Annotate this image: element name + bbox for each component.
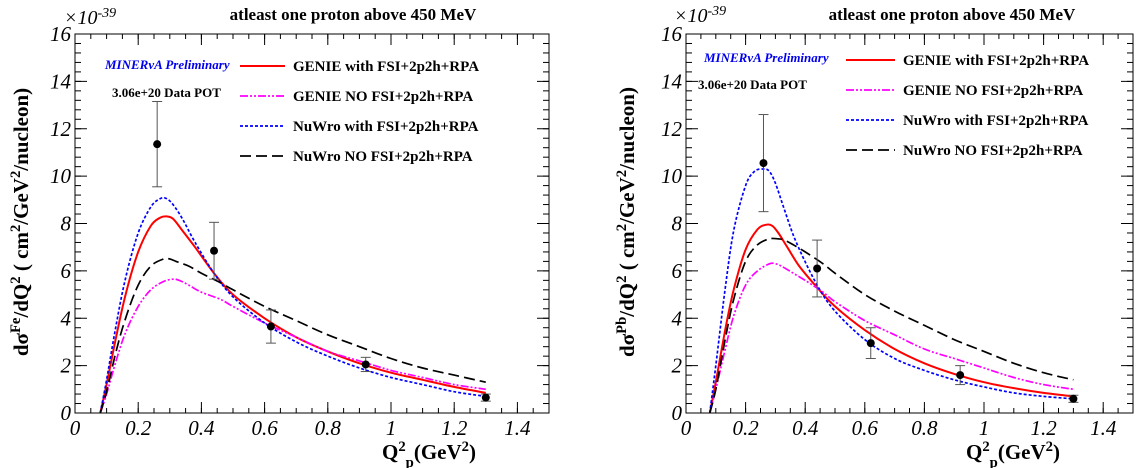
y-tick-label: 2 bbox=[672, 354, 683, 378]
y-multiplier-label: ×10-39 bbox=[674, 4, 726, 28]
y-tick-label: 8 bbox=[672, 212, 683, 236]
data-point bbox=[759, 159, 768, 168]
y-axis-label: dσPb/dQ2 ( cm2/GeV2/nucleon) bbox=[614, 87, 639, 357]
series-line-nuwro-no-fsi-2p2h-rpa bbox=[708, 237, 1074, 413]
data-point bbox=[266, 322, 275, 331]
legend: GENIE with FSI+2p2h+RPA GENIE NO FSI+2p2h… bbox=[846, 53, 1089, 159]
data-point-group bbox=[480, 393, 491, 402]
legend-label: GENIE with FSI+2p2h+RPA bbox=[293, 59, 479, 75]
series-line-genie-no-fsi-2p2h-rpa bbox=[708, 262, 1074, 413]
y-tick-label: 14 bbox=[661, 69, 683, 93]
series-line-genie-with-fsi-2p2h-rpa bbox=[708, 223, 1074, 413]
chart-panel-pb: atleast one proton above 450 MeV 0 0.2 0.4 0… bbox=[614, 4, 1134, 468]
x-axis-label: Q2p(GeV2) bbox=[382, 439, 476, 468]
x-tick-label: 1.2 bbox=[1030, 416, 1057, 440]
pot-label: 3.06e+20 Data POT bbox=[112, 85, 221, 100]
legend-label: NuWro NO FSI+2p2h+RPA bbox=[293, 149, 473, 165]
legend-label: GENIE with FSI+2p2h+RPA bbox=[903, 53, 1089, 69]
y-tick-label: 16 bbox=[50, 22, 72, 46]
legend: GENIE with FSI+2p2h+RPA GENIE NO FSI+2p2h… bbox=[240, 59, 479, 165]
legend-label: GENIE NO FSI+2p2h+RPA bbox=[903, 83, 1083, 99]
data-point bbox=[210, 246, 219, 255]
y-tick-label: 10 bbox=[50, 164, 72, 188]
data-point-group bbox=[265, 309, 276, 344]
series-line-genie-with-fsi-2p2h-rpa bbox=[99, 215, 486, 413]
data-point bbox=[866, 339, 875, 348]
chart-panel-fe: atleast one proton above 450 MeV 0 0.2 0.4 0… bbox=[8, 5, 550, 468]
series-line-nuwro-with-fsi-2p2h-rpa bbox=[708, 168, 1074, 413]
x-tick-label: 1 bbox=[979, 416, 990, 440]
data-point bbox=[1069, 394, 1078, 403]
x-tick-label: 1.4 bbox=[1090, 416, 1117, 440]
y-multiplier-label: ×10-39 bbox=[64, 6, 116, 30]
data-point bbox=[153, 140, 162, 149]
chart-title: atleast one proton above 450 MeV bbox=[829, 5, 1076, 24]
data-point-group bbox=[209, 221, 220, 280]
legend-label: NuWro with FSI+2p2h+RPA bbox=[293, 119, 479, 135]
y-tick-label: 2 bbox=[61, 354, 72, 378]
legend-label: GENIE NO FSI+2p2h+RPA bbox=[293, 89, 473, 105]
data-point-group bbox=[1068, 394, 1079, 403]
y-tick-label: 4 bbox=[61, 306, 72, 330]
x-tick-label: 0.8 bbox=[911, 416, 938, 440]
x-tick-label: 0.4 bbox=[792, 416, 819, 440]
preliminary-label: MINERvA Preliminary bbox=[104, 57, 230, 72]
data-point bbox=[813, 264, 822, 273]
x-tick-label: 0.8 bbox=[315, 416, 342, 440]
x-tick-label: 1.2 bbox=[441, 416, 468, 440]
legend-label: NuWro with FSI+2p2h+RPA bbox=[903, 113, 1089, 129]
y-tick-label: 16 bbox=[661, 22, 683, 46]
series-line-nuwro-no-fsi-2p2h-rpa bbox=[99, 257, 486, 413]
data-point-group bbox=[812, 239, 823, 298]
series-line-genie-no-fsi-2p2h-rpa bbox=[99, 278, 486, 413]
y-tick-label: 14 bbox=[50, 69, 72, 93]
data-point bbox=[956, 371, 965, 380]
x-tick-label: 0 bbox=[681, 416, 692, 440]
data-point-group bbox=[955, 365, 966, 386]
y-tick-label: 10 bbox=[661, 164, 683, 188]
y-tick-label: 4 bbox=[672, 306, 683, 330]
x-tick-label: 0.6 bbox=[251, 416, 278, 440]
data-point-group bbox=[865, 327, 876, 360]
y-tick-label: 12 bbox=[50, 117, 72, 141]
data-point-group bbox=[360, 356, 371, 373]
y-tick-label: 8 bbox=[61, 212, 72, 236]
chart-title: atleast one proton above 450 MeV bbox=[230, 5, 477, 24]
x-tick-label: 0.4 bbox=[188, 416, 215, 440]
legend-label: NuWro NO FSI+2p2h+RPA bbox=[903, 143, 1083, 159]
x-tick-label: 1 bbox=[386, 416, 397, 440]
series-line-nuwro-with-fsi-2p2h-rpa bbox=[99, 196, 486, 413]
data-point-group bbox=[152, 101, 163, 188]
preliminary-label: MINERvA Preliminary bbox=[703, 50, 829, 65]
y-tick-label: 6 bbox=[672, 259, 683, 283]
y-axis-label: dσFe/dQ2 ( cm2/GeV2/nucleon) bbox=[8, 88, 33, 356]
y-tick-label: 0 bbox=[672, 401, 683, 425]
pot-label: 3.06e+20 Data POT bbox=[698, 77, 807, 92]
x-tick-label: 0.6 bbox=[852, 416, 879, 440]
x-tick-label: 0 bbox=[70, 416, 81, 440]
y-tick-label: 12 bbox=[661, 117, 683, 141]
x-axis-label: Q2p(GeV2) bbox=[966, 439, 1060, 468]
x-tick-label: 1.4 bbox=[504, 416, 531, 440]
data-point bbox=[361, 360, 370, 369]
x-tick-label: 0.2 bbox=[732, 416, 759, 440]
y-tick-label: 0 bbox=[61, 401, 72, 425]
data-point-group bbox=[758, 114, 769, 213]
x-tick-label: 0.2 bbox=[125, 416, 152, 440]
y-tick-label: 6 bbox=[61, 259, 72, 283]
data-point bbox=[481, 393, 490, 402]
